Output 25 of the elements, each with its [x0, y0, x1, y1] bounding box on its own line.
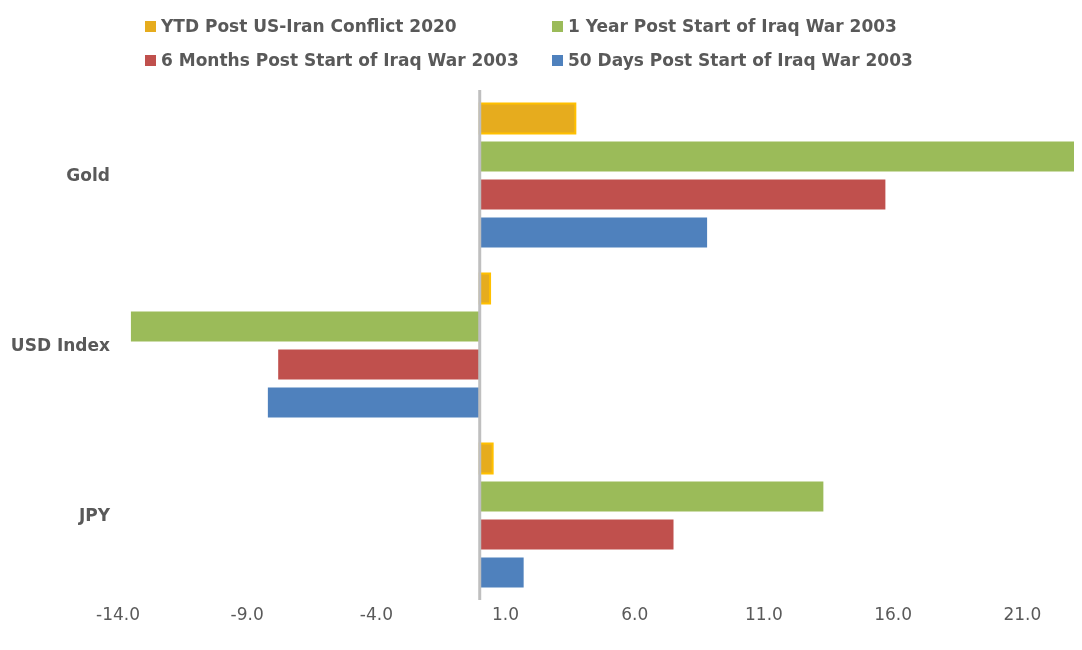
- legend-label: 50 Days Post Start of Iraq War 2003: [568, 50, 913, 70]
- y-tick-label: USD Index: [10, 335, 111, 356]
- y-tick-label: Gold: [66, 165, 110, 186]
- y-tick-label: JPY: [77, 505, 111, 526]
- x-tick-label: 21.0: [1003, 604, 1042, 625]
- x-tick-label: -9.0: [230, 604, 264, 625]
- bar: [267, 387, 480, 418]
- x-tick-label: 16.0: [874, 604, 913, 625]
- bar: [478, 102, 577, 135]
- legend-label: YTD Post US-Iran Conflict 2020: [161, 16, 457, 36]
- legend-label: 6 Months Post Start of Iraq War 2003: [161, 50, 519, 70]
- bar: [479, 179, 886, 210]
- x-tick-label: -14.0: [96, 604, 140, 625]
- x-tick-label: 6.0: [621, 604, 649, 625]
- x-tick-label: 1.0: [492, 604, 520, 625]
- bar: [278, 349, 480, 380]
- bar: [479, 481, 824, 512]
- bar: [479, 141, 1074, 172]
- bar: [130, 311, 480, 342]
- x-tick-label: -4.0: [359, 604, 393, 625]
- bar: [479, 519, 674, 550]
- bar: [479, 557, 524, 588]
- x-tick-label: 11.0: [745, 604, 783, 625]
- legend-label: 1 Year Post Start of Iraq War 2003: [568, 16, 897, 36]
- bar: [479, 217, 708, 248]
